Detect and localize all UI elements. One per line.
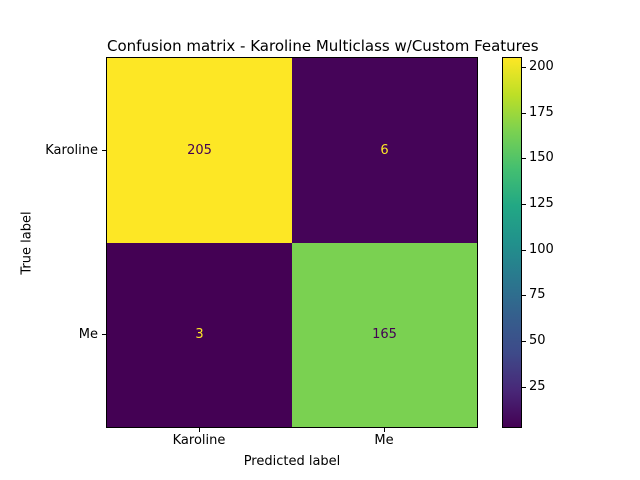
colorbar-tick-label: 100 (529, 242, 554, 257)
x-tick-mark (199, 428, 200, 432)
xtick-label-karoline: Karoline (172, 433, 226, 448)
colorbar-tick-label: 150 (529, 150, 554, 165)
cell-value: 3 (195, 327, 204, 343)
colorbar-tick-label: 125 (529, 196, 554, 211)
matrix-cell-true-me-pred-me: 165 (292, 242, 477, 427)
cell-value: 165 (372, 327, 397, 343)
colorbar-tick-label: 75 (529, 287, 546, 302)
matrix-cell-true-karoline-pred-karoline: 205 (107, 58, 292, 243)
colorbar-tick-mark (522, 341, 526, 342)
colorbar-tick-label: 25 (529, 379, 546, 394)
colorbar-tick-mark (522, 387, 526, 388)
colorbar-tick-label: 200 (529, 59, 554, 74)
x-axis-label: Predicted label (243, 454, 341, 469)
matrix-cell-true-karoline-pred-me: 6 (292, 58, 477, 243)
y-axis-label: True label (19, 211, 35, 275)
colorbar-tick-mark (522, 67, 526, 68)
cell-value: 6 (380, 142, 389, 158)
ytick-label-me: Me (78, 327, 98, 342)
colorbar-tick-label: 175 (529, 105, 554, 120)
colorbar-tick-mark (522, 204, 526, 205)
heatmap-plot-area: 205 6 3 165 (106, 57, 478, 428)
colorbar-tick-label: 50 (529, 333, 546, 348)
x-tick-mark (384, 428, 385, 432)
colorbar-tick-mark (522, 158, 526, 159)
matrix-cell-true-me-pred-karoline: 3 (107, 242, 292, 427)
ytick-label-karoline: Karoline (45, 143, 98, 158)
xtick-label-me: Me (374, 433, 394, 448)
colorbar-tick-mark (522, 295, 526, 296)
colorbar-gradient (502, 57, 522, 428)
y-tick-mark (102, 334, 106, 335)
colorbar-tick-mark (522, 250, 526, 251)
y-tick-mark (102, 150, 106, 151)
colorbar-tick-mark (522, 113, 526, 114)
plot-title: Confusion matrix - Karoline Multiclass w… (107, 37, 539, 55)
cell-value: 205 (187, 142, 212, 158)
